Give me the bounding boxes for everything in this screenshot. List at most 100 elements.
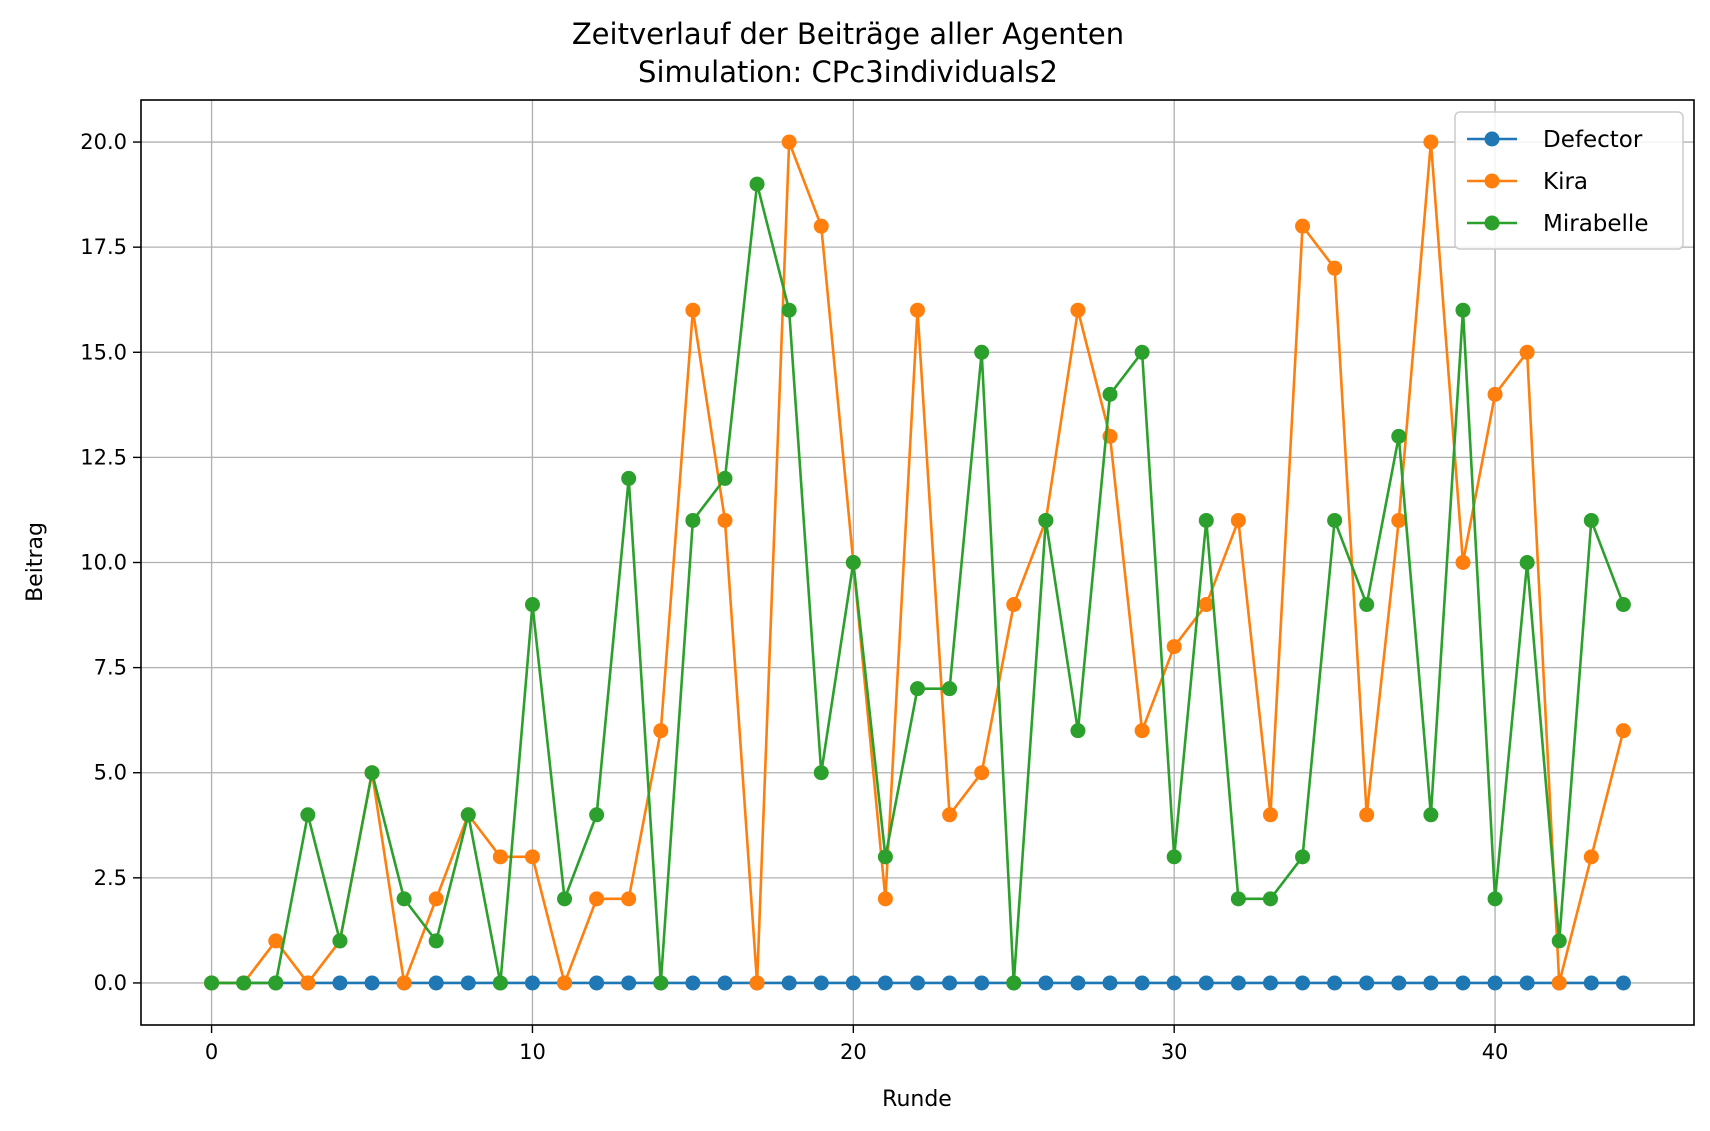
data-point-kira — [813, 218, 829, 234]
data-point-defector — [1391, 975, 1407, 991]
data-point-mirabelle — [332, 933, 348, 949]
data-point-defector — [685, 975, 701, 991]
data-point-defector — [428, 975, 444, 991]
data-point-kira — [621, 891, 637, 907]
x-tick-label: 30 — [1161, 1040, 1188, 1064]
y-tick-label: 20.0 — [80, 130, 127, 154]
data-point-defector — [364, 975, 380, 991]
data-point-mirabelle — [1359, 597, 1375, 613]
legend: Defector Kira Mirabelle — [1454, 111, 1684, 250]
data-point-kira — [1070, 302, 1086, 318]
y-tick-label: 2.5 — [94, 866, 127, 890]
data-point-mirabelle — [524, 597, 540, 613]
data-point-kira — [300, 975, 316, 991]
data-point-defector — [877, 975, 893, 991]
data-point-kira — [268, 933, 284, 949]
data-point-kira — [492, 849, 508, 865]
data-point-kira — [653, 723, 669, 739]
data-point-defector — [1134, 975, 1150, 991]
data-point-defector — [1327, 975, 1343, 991]
y-tick-label: 0.0 — [94, 971, 127, 995]
series-defector — [204, 975, 1631, 991]
data-point-mirabelle — [1551, 933, 1567, 949]
data-point-kira — [524, 849, 540, 865]
data-point-defector — [1455, 975, 1471, 991]
x-tick-label: 40 — [1482, 1040, 1509, 1064]
plot-series — [204, 134, 1631, 991]
data-point-defector — [1423, 975, 1439, 991]
data-point-kira — [1262, 807, 1278, 823]
data-point-kira — [1295, 218, 1311, 234]
y-tick-label: 12.5 — [80, 445, 127, 469]
legend-box — [1454, 111, 1684, 250]
data-point-mirabelle — [300, 807, 316, 823]
data-point-kira — [974, 765, 990, 781]
data-point-kira — [685, 302, 701, 318]
data-point-kira — [1551, 975, 1567, 991]
data-point-mirabelle — [1519, 555, 1535, 570]
data-point-mirabelle — [396, 891, 412, 907]
x-axis-label: Runde — [882, 1087, 952, 1112]
data-point-kira — [1359, 807, 1375, 823]
data-point-kira — [396, 975, 412, 991]
data-point-defector — [621, 975, 637, 991]
chart-subtitle: Simulation: CPc3individuals2 — [638, 55, 1058, 89]
series-mirabelle — [204, 176, 1631, 991]
data-point-defector — [1295, 975, 1311, 991]
series-kira — [204, 134, 1631, 991]
data-point-defector — [524, 975, 540, 991]
data-point-mirabelle — [1455, 302, 1471, 318]
data-point-mirabelle — [1230, 891, 1246, 907]
data-point-defector — [1487, 975, 1503, 991]
data-point-mirabelle — [1295, 849, 1311, 865]
x-tick-label: 20 — [840, 1040, 867, 1064]
data-point-kira — [749, 975, 765, 991]
y-tick-label: 7.5 — [94, 656, 127, 680]
data-point-kira — [781, 134, 797, 150]
data-point-kira — [910, 302, 925, 318]
data-point-kira — [1230, 512, 1246, 528]
axis-ticks: 0 10 20 30 40 0.0 2.5 5.0 7.5 10.0 12.5 15.0 17.5 20.… — [80, 130, 1508, 1064]
data-point-defector — [332, 975, 348, 991]
data-point-mirabelle — [1262, 891, 1278, 907]
data-point-kira — [942, 807, 958, 823]
data-point-kira — [1198, 597, 1214, 613]
y-tick-label: 15.0 — [80, 340, 127, 364]
data-point-defector — [910, 975, 925, 991]
x-tick-label: 0 — [205, 1040, 218, 1064]
data-point-mirabelle — [781, 302, 797, 318]
data-point-defector — [589, 975, 605, 991]
data-point-defector — [1230, 975, 1246, 991]
data-point-mirabelle — [1006, 975, 1022, 991]
data-point-mirabelle — [749, 176, 765, 192]
data-point-mirabelle — [877, 849, 893, 865]
data-point-mirabelle — [1423, 807, 1439, 823]
data-point-mirabelle — [717, 470, 733, 486]
data-point-mirabelle — [1583, 512, 1599, 528]
data-point-kira — [1166, 639, 1182, 655]
data-point-mirabelle — [428, 933, 444, 949]
data-point-mirabelle — [204, 975, 220, 991]
data-point-mirabelle — [942, 681, 958, 697]
legend-label-kira: Kira — [1543, 169, 1588, 195]
legend-marker-defector — [1484, 131, 1500, 147]
data-point-kira — [1327, 260, 1343, 276]
data-point-defector — [1583, 975, 1599, 991]
legend-label-defector: Defector — [1543, 127, 1643, 153]
data-point-defector — [1038, 975, 1054, 991]
data-point-defector — [717, 975, 733, 991]
data-point-mirabelle — [1070, 723, 1086, 739]
data-point-defector — [1359, 975, 1375, 991]
y-axis-label: Beitrag — [23, 522, 48, 602]
data-point-defector — [813, 975, 829, 991]
data-point-kira — [428, 891, 444, 907]
data-point-mirabelle — [813, 765, 829, 781]
data-point-defector — [1198, 975, 1214, 991]
data-point-defector — [460, 975, 476, 991]
data-point-mirabelle — [1198, 512, 1214, 528]
data-point-kira — [1487, 386, 1503, 402]
y-tick-label: 17.5 — [80, 235, 127, 259]
data-point-kira — [877, 891, 893, 907]
data-point-kira — [1423, 134, 1439, 150]
